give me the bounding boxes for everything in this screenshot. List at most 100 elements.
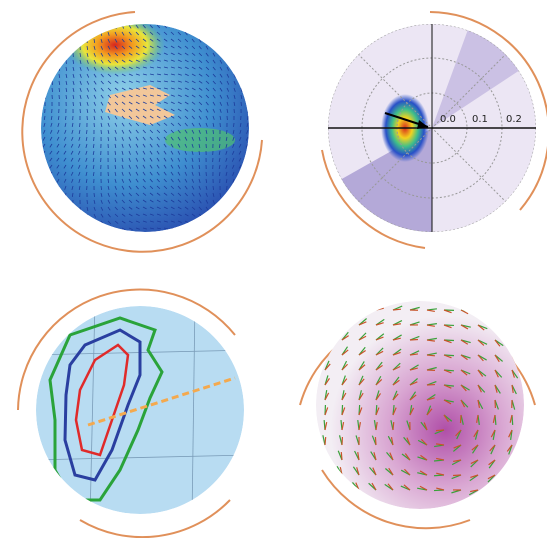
vector — [121, 80, 126, 84]
vector — [142, 94, 147, 97]
vector — [49, 157, 53, 162]
vector — [177, 101, 182, 105]
vector — [92, 164, 95, 170]
vector — [86, 45, 89, 51]
vector — [494, 324, 501, 332]
vector — [86, 52, 89, 57]
vector — [191, 150, 194, 155]
vector — [191, 108, 196, 113]
vector — [93, 213, 97, 218]
vector — [219, 206, 222, 211]
vector — [170, 171, 174, 176]
vector — [473, 429, 479, 438]
vector — [177, 73, 182, 76]
vector — [149, 52, 154, 55]
vector — [198, 227, 203, 231]
vector — [93, 38, 96, 44]
vector — [163, 185, 168, 190]
vector — [419, 485, 428, 491]
vector — [114, 185, 117, 190]
vector — [149, 150, 153, 155]
vector — [114, 199, 118, 204]
vector — [86, 87, 90, 92]
vector — [191, 171, 194, 176]
vector — [107, 94, 112, 99]
vector — [56, 24, 60, 29]
vector — [205, 206, 209, 211]
vector — [135, 31, 139, 36]
orange-arc — [17, 288, 236, 411]
vector — [128, 206, 133, 210]
vector — [156, 59, 161, 62]
vector — [245, 143, 249, 148]
vector — [170, 38, 175, 42]
vector — [443, 369, 452, 374]
vector — [156, 199, 161, 203]
radial-label: 0.1 — [472, 114, 488, 125]
vector — [225, 157, 228, 162]
vector — [70, 157, 74, 162]
vector — [409, 381, 418, 386]
vector — [58, 227, 61, 232]
vector — [58, 87, 61, 93]
vector — [79, 227, 82, 232]
vector — [85, 150, 88, 155]
vector — [170, 129, 174, 134]
vector — [135, 108, 140, 112]
vector — [86, 66, 90, 71]
vector — [128, 66, 133, 70]
vector — [226, 101, 229, 106]
vector — [128, 227, 133, 230]
vector — [163, 150, 167, 155]
vector — [156, 185, 161, 190]
vector — [198, 220, 203, 224]
vector — [42, 178, 46, 183]
vector — [51, 66, 53, 72]
vector — [198, 143, 201, 148]
vector — [435, 429, 445, 432]
vector — [212, 52, 216, 57]
vector — [85, 143, 88, 148]
map-bg — [36, 306, 244, 514]
vector — [114, 171, 117, 176]
vector — [184, 38, 189, 43]
vector — [128, 157, 131, 162]
vector — [107, 24, 110, 29]
vector — [505, 474, 513, 484]
vector — [79, 66, 82, 71]
vector — [184, 220, 189, 224]
vector — [177, 115, 182, 119]
vector — [170, 185, 175, 190]
vector — [245, 171, 249, 176]
vector — [135, 150, 139, 155]
vector — [86, 206, 89, 211]
vector — [71, 129, 74, 134]
vector — [50, 199, 53, 205]
vector — [341, 349, 349, 356]
vector — [163, 192, 168, 196]
vector — [121, 136, 124, 141]
vector — [79, 220, 82, 225]
vector — [226, 80, 230, 85]
vector — [128, 171, 132, 176]
vector — [128, 45, 133, 49]
vector — [240, 66, 243, 71]
vector — [107, 87, 112, 92]
vector — [142, 143, 146, 148]
vector — [100, 38, 103, 43]
vector — [219, 171, 221, 177]
vector — [232, 24, 235, 29]
vector — [212, 45, 215, 50]
vector — [135, 87, 140, 90]
vector — [156, 115, 161, 119]
vector — [56, 178, 60, 183]
vector — [392, 308, 402, 311]
vector — [57, 38, 60, 43]
vector — [92, 157, 95, 162]
vector — [198, 206, 202, 211]
vector — [107, 108, 111, 113]
vector — [239, 31, 242, 36]
vector — [426, 339, 436, 342]
vector — [341, 302, 350, 311]
vector — [358, 422, 362, 431]
